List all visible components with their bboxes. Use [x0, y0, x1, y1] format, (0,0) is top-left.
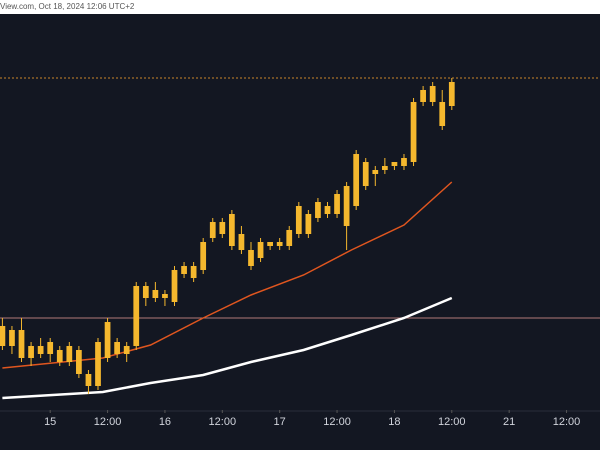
candle-body [248, 250, 254, 266]
candle-body [162, 294, 168, 298]
candle-body [37, 346, 44, 354]
candle-body [267, 242, 273, 246]
candle-body [238, 234, 245, 250]
candle-body [219, 222, 226, 234]
candle-body [410, 102, 417, 162]
candle-body [171, 270, 178, 302]
x-tick-label: 12:00 [553, 416, 581, 428]
candle-body [9, 330, 15, 346]
candle-body [28, 346, 34, 358]
x-tick-label: 12:00 [323, 416, 351, 428]
candle-body [448, 82, 455, 106]
candle-body [0, 326, 6, 346]
candle-body [47, 342, 54, 354]
candle-body [334, 194, 340, 214]
candle-body [209, 222, 216, 238]
candle-body [324, 206, 331, 214]
candle-body [372, 170, 379, 174]
x-tick-label: 18 [388, 416, 400, 428]
candle-body [229, 214, 235, 246]
candle-body [429, 86, 436, 102]
candle-body [295, 206, 302, 234]
x-tick-label: 17 [274, 416, 286, 428]
candle-body [286, 230, 293, 246]
x-tick-label: 15 [44, 416, 56, 428]
candle-body [343, 186, 350, 226]
candle-body [142, 286, 149, 298]
candle-body [95, 342, 101, 386]
candle-body [123, 346, 130, 354]
candle-body [276, 242, 283, 246]
moving-average [2, 296, 453, 400]
candle-body [133, 286, 140, 346]
x-tick-label: 12:00 [438, 416, 466, 428]
candle-body [56, 350, 63, 362]
candle-body [353, 154, 360, 206]
candle-body [114, 342, 120, 354]
candle-body [305, 214, 312, 234]
x-tick-label: 12:00 [209, 416, 237, 428]
candle-body [152, 290, 159, 298]
candle-body [18, 330, 25, 358]
candle-body [66, 346, 73, 362]
header-text: View.com, Oct 18, 2024 12:06 UTC+2 [0, 2, 135, 11]
candle-body [401, 158, 407, 166]
candle-body [181, 266, 187, 274]
candle-body [76, 350, 82, 374]
x-tick-label: 21 [503, 416, 515, 428]
candle-body [315, 202, 321, 218]
candle-body [257, 242, 264, 258]
x-tick-label: 12:00 [94, 416, 122, 428]
candle-body [391, 162, 398, 166]
candle-body [381, 166, 388, 170]
candle-body [420, 90, 426, 102]
candle-body [200, 242, 207, 270]
candle-body [85, 374, 92, 386]
candle-body [104, 322, 111, 358]
header-bar [0, 0, 600, 14]
candle-body [190, 266, 197, 278]
candle-body [439, 102, 446, 126]
candle-body [362, 162, 369, 186]
x-tick-label: 16 [159, 416, 171, 428]
